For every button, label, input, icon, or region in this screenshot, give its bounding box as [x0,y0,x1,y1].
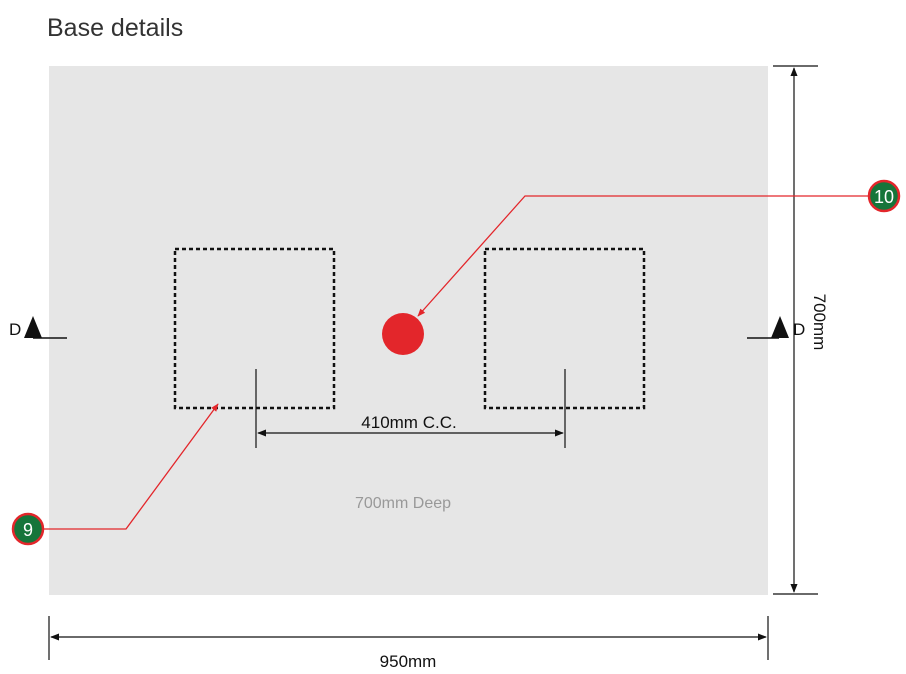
footing-outline-right [483,247,646,410]
section-marker-left: D [9,316,67,339]
width-dimension-label: 950mm [380,652,437,671]
page-title: Base details [47,14,184,42]
section-marker-right-label: D [793,320,805,339]
callout-9-badge [11,512,45,546]
callout-10-badge [867,179,901,213]
callout-9: 9 [11,512,45,546]
height-dimension-label: 700mm [810,294,829,351]
triangle-up-icon [771,316,789,338]
center-point-dot [382,313,424,355]
callout-10: 10 [867,179,901,213]
leader-line-9 [44,403,219,530]
callout-9-label: 9 [23,520,33,540]
section-marker-right: D [747,316,805,339]
section-marker-left-label: D [9,320,21,339]
triangle-up-icon [24,316,42,338]
callout-10-label: 10 [874,187,894,207]
footing-outline-left [173,247,336,410]
depth-note: 700mm Deep [355,495,451,512]
leader-line-10 [417,195,868,317]
cc-dimension-label: 410mm C.C. [361,413,456,432]
